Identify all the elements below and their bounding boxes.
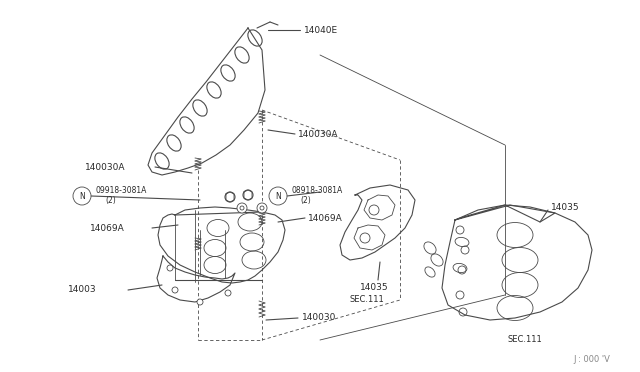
Text: J : 000 'V: J : 000 'V: [573, 356, 610, 365]
Circle shape: [172, 287, 178, 293]
Text: (2): (2): [105, 196, 116, 205]
Circle shape: [225, 290, 231, 296]
Text: 140030: 140030: [302, 314, 337, 323]
Text: 14069A: 14069A: [90, 224, 125, 232]
Circle shape: [167, 265, 173, 271]
Text: 09918-3081A: 09918-3081A: [96, 186, 147, 195]
Text: 14040E: 14040E: [304, 26, 338, 35]
Text: 140030A: 140030A: [85, 163, 125, 171]
Text: 14035: 14035: [551, 202, 580, 212]
Text: 14003: 14003: [68, 285, 97, 295]
Text: SEC.111: SEC.111: [508, 336, 543, 344]
Text: 140030A: 140030A: [298, 129, 339, 138]
Text: 08918-3081A: 08918-3081A: [292, 186, 343, 195]
Circle shape: [257, 203, 267, 213]
Text: (2): (2): [300, 196, 311, 205]
Text: SEC.111: SEC.111: [350, 295, 385, 305]
Circle shape: [73, 187, 91, 205]
Circle shape: [237, 203, 247, 213]
Text: N: N: [79, 192, 85, 201]
Circle shape: [225, 192, 235, 202]
Circle shape: [269, 187, 287, 205]
Circle shape: [197, 299, 203, 305]
Text: 14069A: 14069A: [308, 214, 343, 222]
Text: 14035: 14035: [360, 283, 388, 292]
Text: N: N: [275, 192, 281, 201]
Circle shape: [243, 190, 253, 200]
